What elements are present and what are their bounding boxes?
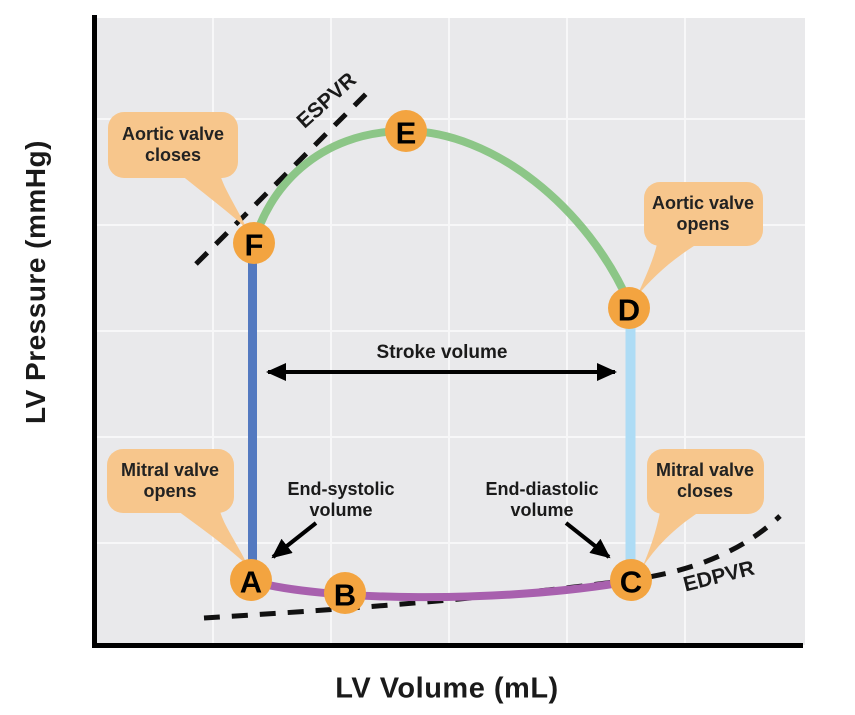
callout-mitral-valve-closes-bubble (642, 449, 764, 568)
callout-box (107, 449, 234, 513)
point-marker-f (233, 222, 275, 264)
point-label-e: E (396, 116, 417, 151)
end-diastolic-volume-line1: End-diastolic (485, 479, 599, 499)
espvr-line (194, 85, 375, 266)
callout-line1: Mitral valve (655, 460, 755, 480)
callout-box (647, 449, 764, 514)
end-systolic-arrow (271, 521, 318, 559)
callout-aortic-valve-opens-text: Aortic valve opens (652, 193, 754, 235)
end-diastolic-arrow (564, 521, 611, 559)
point-label-b: B (334, 578, 356, 613)
stroke-volume-label: Stroke volume (376, 342, 508, 363)
callout-box (108, 112, 238, 178)
point-label-d: D (618, 293, 640, 328)
point-label-f: F (245, 228, 264, 263)
callout-tail (178, 511, 248, 566)
y-axis-label: LV Pressure (mmHg) (20, 140, 51, 424)
point-marker-e (385, 110, 427, 152)
filling-segment (248, 577, 635, 602)
callout-line2: closes (144, 145, 202, 165)
callout-line2: opens (676, 214, 730, 234)
callout-line2: closes (676, 481, 734, 501)
callout-aortic-valve-closes-bubble (108, 112, 247, 229)
callout-line1: Aortic valve (121, 124, 225, 144)
end-systolic-volume-label: End-systolic volume (287, 479, 394, 521)
end-systolic-volume-line1: End-systolic (287, 479, 395, 499)
point-marker-c (610, 559, 652, 601)
callout-aortic-valve-opens-bubble (637, 182, 763, 296)
edpvr-curve (203, 514, 782, 621)
point-label-a: A (240, 565, 262, 600)
callout-line2: opens (143, 481, 197, 501)
point-marker-d (608, 287, 650, 329)
point-label-c: C (620, 565, 642, 600)
callout-mitral-valve-opens-text: Mitral valve opens (121, 460, 219, 502)
x-axis-label: LV Volume (mL) (335, 672, 559, 705)
callout-tail (637, 244, 697, 296)
callout-box (644, 182, 763, 246)
point-marker-a (230, 559, 272, 601)
callout-line1: Aortic valve (651, 193, 755, 213)
callout-tail (642, 512, 699, 568)
callout-line1: Mitral valve (120, 460, 220, 480)
end-systolic-volume-line2: volume (309, 500, 373, 520)
callout-tail (180, 174, 247, 229)
point-marker-b (324, 572, 366, 614)
callout-mitral-valve-closes-text: Mitral valve closes (656, 460, 754, 502)
end-diastolic-volume-line2: volume (510, 500, 574, 520)
callout-mitral-valve-opens-bubble (107, 449, 248, 566)
end-diastolic-volume-label: End-diastolic volume (485, 479, 598, 521)
callout-aortic-valve-closes-text: Aortic valve closes (122, 124, 224, 166)
